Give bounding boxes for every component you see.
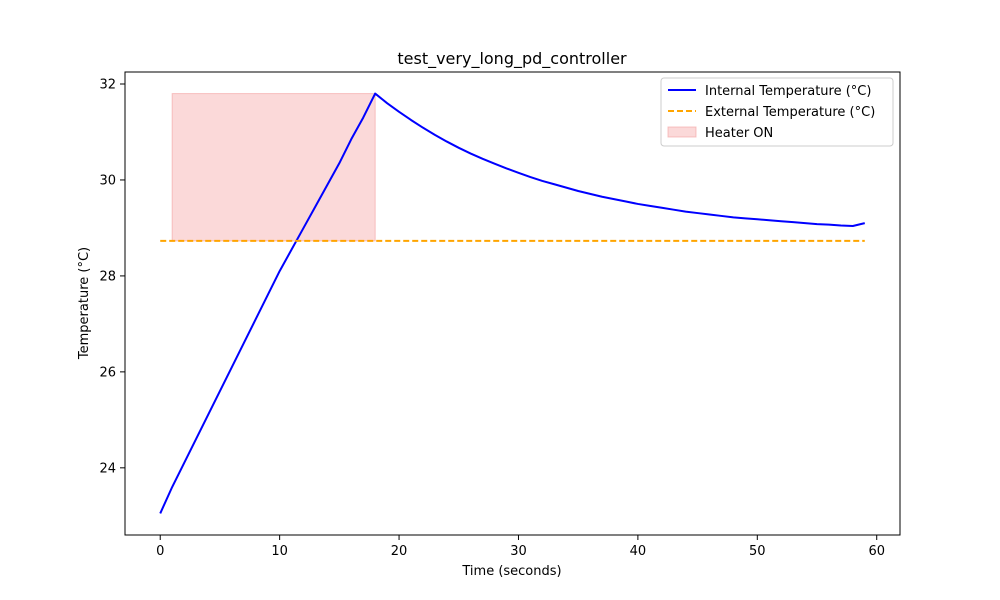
x-tick-label: 50: [749, 544, 766, 559]
legend-label-external: External Temperature (°C): [705, 105, 875, 120]
x-tick-label: 0: [156, 544, 164, 559]
plot-area: [159, 92, 866, 514]
heater-span-0: [171, 93, 376, 242]
y-tick-label: 24: [99, 461, 116, 476]
plot-frame: [124, 71, 901, 536]
legend-label-internal: Internal Temperature (°C): [705, 84, 871, 99]
legend-box: [660, 77, 894, 147]
y-tick-label: 32: [99, 77, 116, 92]
legend: Internal Temperature (°C) External Tempe…: [660, 77, 894, 147]
series-line-internal: [159, 92, 866, 514]
x-tick-label: 20: [391, 544, 408, 559]
x-tick-label: 30: [510, 544, 527, 559]
y-tick-label: 30: [99, 173, 116, 188]
x-tick-label: 40: [630, 544, 647, 559]
x-axis-label: Time (seconds): [461, 564, 561, 579]
y-axis: 24 26 28 30 32: [99, 77, 125, 476]
y-tick-label: 28: [99, 269, 116, 284]
y-tick-label: 26: [99, 365, 116, 380]
legend-label-heater: Heater ON: [705, 126, 773, 141]
x-tick-label: 10: [271, 544, 288, 559]
x-axis: 0 10 20 30 40 50 60: [156, 535, 885, 559]
y-axis-label: Temperature (°C): [77, 247, 92, 360]
x-tick-label: 60: [868, 544, 885, 559]
chart-title: test_very_long_pd_controller: [397, 49, 627, 69]
legend-swatch-heater: [667, 126, 697, 138]
